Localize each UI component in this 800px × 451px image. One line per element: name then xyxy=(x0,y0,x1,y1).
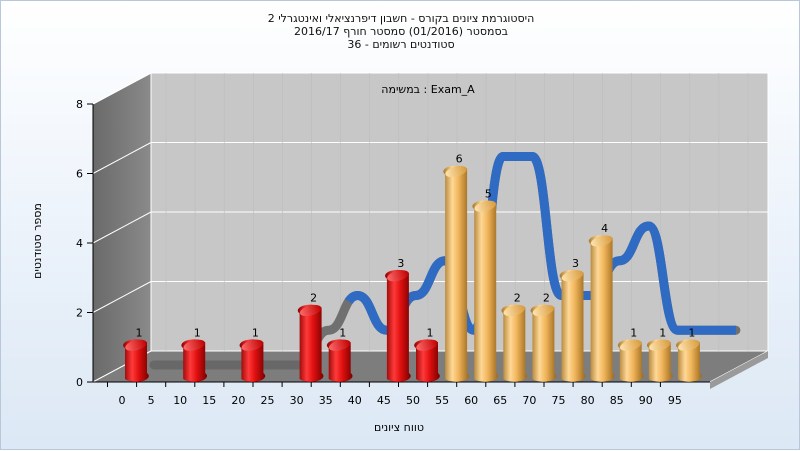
bar-body xyxy=(297,304,324,382)
y-axis-ticks: 0 2 4 6 8 xyxy=(76,98,710,389)
bar-top xyxy=(590,235,613,247)
bar: 1 xyxy=(676,326,702,382)
bar: 1 xyxy=(646,326,673,382)
gridline-side xyxy=(92,281,152,313)
y-tick-label: 0 xyxy=(76,376,83,389)
bar: 3 xyxy=(385,257,411,382)
x-tick-label: 30 xyxy=(290,394,304,407)
bar-body xyxy=(472,200,499,382)
bar-top xyxy=(649,339,671,351)
bar-value-label: 1 xyxy=(136,326,143,339)
x-tick-label: 75 xyxy=(552,394,566,407)
x-tick-label: 5 xyxy=(148,394,155,407)
series-title: Exam_A : במשימה xyxy=(381,83,475,96)
bar-value-label: 3 xyxy=(572,257,579,270)
bar-top xyxy=(678,339,700,351)
x-tick-label: 35 xyxy=(319,394,333,407)
bar-value-label: 4 xyxy=(601,222,608,235)
x-axis-ticks: 0 5 10 15 20 25 30 35 40 45 50 55 60 65 70 75 80 85 90 95 xyxy=(107,382,682,407)
x-axis-title: טווח ציונים xyxy=(374,421,424,434)
x-tick-label: 15 xyxy=(202,394,216,407)
bar-value-label: 2 xyxy=(543,292,550,305)
x-tick-label: 25 xyxy=(261,394,275,407)
x-tick-label: 45 xyxy=(377,394,391,407)
bar-top xyxy=(532,304,555,317)
bar-value-label: 6 xyxy=(456,153,463,166)
bar-value-label: 1 xyxy=(659,326,666,339)
bar-value-label: 2 xyxy=(310,292,317,305)
bar-body xyxy=(588,235,615,382)
bar-value-label: 1 xyxy=(688,326,695,339)
bar: 1 xyxy=(414,326,440,382)
bar: 6 xyxy=(443,153,469,382)
gridline-side xyxy=(92,72,152,105)
x-tick-label: 85 xyxy=(610,394,624,407)
bar: 5 xyxy=(472,187,499,382)
bar-top xyxy=(328,339,351,351)
bar-top xyxy=(183,339,205,351)
bar: 2 xyxy=(530,292,557,382)
bar-value-label: 1 xyxy=(339,326,346,339)
x-tick-label: 90 xyxy=(639,394,653,407)
y-tick-label: 6 xyxy=(76,168,83,181)
bar-body xyxy=(501,304,528,382)
bar-top xyxy=(474,200,496,212)
bar-top xyxy=(241,339,264,351)
bar: 1 xyxy=(239,326,266,382)
bar-body xyxy=(559,269,586,382)
x-tick-label: 40 xyxy=(348,394,362,407)
bar: 1 xyxy=(123,326,149,382)
x-tick-label: 95 xyxy=(668,394,682,407)
bar: 1 xyxy=(181,326,208,382)
bar-value-label: 1 xyxy=(252,326,259,339)
x-tick-label: 65 xyxy=(493,394,507,407)
bar-value-label: 3 xyxy=(397,257,404,270)
bar-value-label: 1 xyxy=(194,326,201,339)
chart-title-line-2: בסמסטר (01/2016) סמסטר חורף 2016/17 xyxy=(294,25,508,38)
x-tick-label: 20 xyxy=(231,394,245,407)
bar-body xyxy=(443,165,469,382)
x-tick-label: 70 xyxy=(522,394,536,407)
bar: 3 xyxy=(559,257,586,382)
chart-title-line-3: סטודנטים רשומים - 36 xyxy=(347,38,455,51)
bar-top xyxy=(125,339,147,351)
bar: 1 xyxy=(617,326,644,382)
bar-body xyxy=(385,269,411,382)
x-tick-label: 60 xyxy=(464,394,478,407)
bars: 1 1 1 2 1 3 1 6 5 2 2 3 4 1 1 1 xyxy=(123,153,702,382)
x-tick-label: 55 xyxy=(435,394,449,407)
y-tick-label: 2 xyxy=(76,307,83,320)
bar-top xyxy=(445,165,467,178)
y-tick-label: 4 xyxy=(76,237,83,250)
bar: 4 xyxy=(588,222,615,382)
x-tick-label: 0 xyxy=(119,394,126,407)
bar-value-label: 1 xyxy=(630,326,637,339)
y-tick-label: 8 xyxy=(76,98,83,111)
bar-top xyxy=(299,304,322,317)
bar-body xyxy=(530,304,557,382)
gridline-side xyxy=(92,211,152,244)
x-tick-label: 50 xyxy=(406,394,420,407)
bar-top xyxy=(503,304,526,317)
bar-value-label: 1 xyxy=(427,326,434,339)
bar-top xyxy=(561,270,584,282)
bar-top xyxy=(387,270,409,282)
bar-top xyxy=(619,339,642,351)
y-axis-title: מספר סטודנטים xyxy=(31,203,44,279)
bar: 2 xyxy=(501,292,528,382)
plot-right-edge xyxy=(710,351,768,389)
x-tick-label: 80 xyxy=(581,394,595,407)
gridline-side xyxy=(92,142,152,174)
x-tick-label: 10 xyxy=(173,394,187,407)
bar: 2 xyxy=(297,292,324,382)
bar: 1 xyxy=(326,326,353,382)
bar-value-label: 5 xyxy=(485,187,492,200)
chart-title-line-1: היסטוגרמת ציונים בקורס - חשבון דיפרנציאל… xyxy=(267,12,535,25)
bar-top xyxy=(416,339,438,351)
bar-value-label: 2 xyxy=(514,292,521,305)
